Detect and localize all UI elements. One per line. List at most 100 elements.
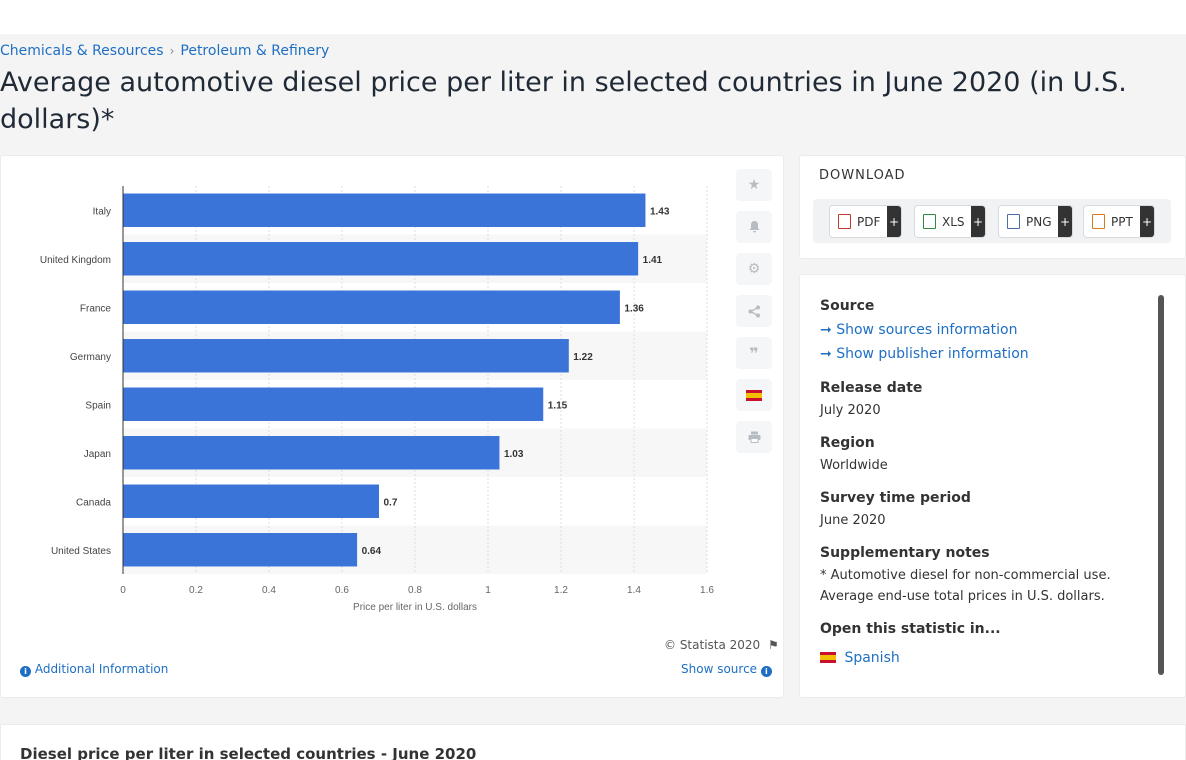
show-source-link[interactable]: Show source i <box>681 662 772 677</box>
page-title: Average automotive diesel price per lite… <box>0 67 1127 135</box>
bar <box>123 484 379 518</box>
data-label: 1.43 <box>650 206 670 217</box>
bar <box>123 193 646 227</box>
statistic-info-card: Source ➞ Show sources information ➞ Show… <box>799 274 1186 698</box>
download-xls-button[interactable]: XLS + <box>914 205 986 238</box>
bar <box>123 242 639 276</box>
release-date-value: July 2020 <box>820 403 881 418</box>
additional-info-label: Additional Information <box>34 662 169 676</box>
data-label: 1.22 <box>573 352 593 363</box>
plus-icon[interactable]: + <box>971 206 985 237</box>
data-label: 1.15 <box>548 400 568 411</box>
info-scrollbar[interactable] <box>1158 295 1164 675</box>
download-png-label: PNG <box>1026 214 1052 229</box>
arrow-right-icon: ➞ <box>820 322 832 338</box>
info-icon: i <box>20 666 31 677</box>
source-heading: Source <box>820 298 875 314</box>
download-ppt-label: PPT <box>1111 214 1133 229</box>
category-label: Italy <box>93 206 111 217</box>
category-label: France <box>80 303 112 314</box>
flag-spain-icon[interactable] <box>736 379 772 411</box>
star-icon[interactable]: ★ <box>736 169 772 201</box>
category-label: Germany <box>70 352 111 363</box>
download-title: DOWNLOAD <box>819 168 906 183</box>
open-spanish-link[interactable]: Spanish <box>820 650 900 666</box>
survey-period-value: June 2020 <box>820 513 886 528</box>
region-heading: Region <box>820 435 875 451</box>
xls-file-icon <box>923 214 936 229</box>
quote-icon[interactable]: ❞ <box>736 337 772 369</box>
bar <box>123 436 500 470</box>
related-card: Diesel price per liter in selected count… <box>0 724 1186 760</box>
download-xls-label: XLS <box>942 214 965 229</box>
info-icon: i <box>760 666 772 677</box>
ppt-file-icon <box>1092 214 1105 229</box>
open-spanish-label: Spanish <box>844 650 900 666</box>
show-publisher-link[interactable]: ➞ Show publisher information <box>820 346 1029 362</box>
share-icon[interactable] <box>736 295 772 327</box>
png-file-icon <box>1007 214 1020 229</box>
additional-info-link[interactable]: i Additional Information <box>20 662 168 677</box>
plus-icon[interactable]: + <box>887 206 901 237</box>
chart-card: 0 0.2 0.4 0.6 0.8 1 1.2 1.4 1.6 Italy 1.43 United K… <box>0 155 784 698</box>
x-tick-label: 1.2 <box>554 585 568 596</box>
print-icon[interactable] <box>736 421 772 453</box>
bar <box>123 533 358 567</box>
data-label: 0.64 <box>362 546 382 557</box>
data-label: 0.7 <box>384 497 398 508</box>
data-label: 1.36 <box>624 303 644 314</box>
show-publisher-label: Show publisher information <box>836 346 1029 362</box>
bar-chart: 0 0.2 0.4 0.6 0.8 1 1.2 1.4 1.6 Italy 1.43 United K… <box>40 186 714 613</box>
category-label: Spain <box>85 400 111 411</box>
bell-icon[interactable] <box>736 211 772 243</box>
pdf-file-icon <box>838 214 851 229</box>
gear-icon[interactable]: ⚙ <box>736 253 772 285</box>
bar <box>123 387 544 421</box>
download-png-button[interactable]: PNG + <box>998 205 1073 238</box>
show-source-label: Show source <box>681 662 758 676</box>
category-label: United States <box>51 546 111 557</box>
data-label: 1.03 <box>504 449 524 460</box>
x-tick-label: 1.6 <box>700 585 714 596</box>
x-tick-label: 0.2 <box>189 585 203 596</box>
x-tick-label: 0.6 <box>335 585 349 596</box>
bar <box>123 290 620 324</box>
download-pdf-label: PDF <box>857 214 881 229</box>
arrow-right-icon: ➞ <box>820 346 832 362</box>
data-label: 1.41 <box>643 255 663 266</box>
download-card: DOWNLOAD PDF + XLS + PNG + PPT + <box>799 155 1186 259</box>
category-label: United Kingdom <box>40 255 111 266</box>
supplementary-notes-heading: Supplementary notes <box>820 545 990 561</box>
x-tick-label: 1 <box>485 585 491 596</box>
download-pdf-button[interactable]: PDF + <box>829 205 902 238</box>
open-statistic-heading: Open this statistic in... <box>820 621 1001 637</box>
top-bar <box>0 0 1186 34</box>
release-date-heading: Release date <box>820 380 923 396</box>
download-buttons: PDF + XLS + PNG + PPT + <box>813 199 1171 243</box>
bar <box>123 339 569 373</box>
x-tick-label: 0 <box>120 585 126 596</box>
region-value: Worldwide <box>820 458 888 473</box>
survey-period-heading: Survey time period <box>820 490 971 506</box>
flag-spain-icon <box>820 652 836 663</box>
x-tick-label: 1.4 <box>627 585 641 596</box>
download-ppt-button[interactable]: PPT + <box>1083 205 1155 238</box>
plus-icon[interactable]: + <box>1058 206 1072 237</box>
copyright-text: © Statista 2020 <box>664 638 761 652</box>
related-title: Diesel price per liter in selected count… <box>20 745 477 760</box>
category-label: Japan <box>84 449 111 460</box>
x-axis-title: Price per liter in U.S. dollars <box>353 602 477 613</box>
breadcrumb-item-petroleum[interactable]: Petroleum & Refinery <box>180 43 330 59</box>
category-label: Canada <box>76 497 111 508</box>
breadcrumb: Chemicals & Resources › Petroleum & Refi… <box>0 43 329 59</box>
chart-toolbar: ★ ⚙ ❞ <box>736 169 774 463</box>
x-tick-label: 0.8 <box>408 585 422 596</box>
flag-icon[interactable]: ⚑ <box>768 638 779 652</box>
supplementary-notes-value: * Automotive diesel for non-commercial u… <box>820 568 1111 604</box>
breadcrumb-item-chemicals[interactable]: Chemicals & Resources <box>0 43 164 59</box>
show-sources-label: Show sources information <box>836 322 1018 338</box>
chevron-right-icon: › <box>169 44 175 58</box>
x-tick-label: 0.4 <box>262 585 276 596</box>
show-sources-link[interactable]: ➞ Show sources information <box>820 322 1017 338</box>
plus-icon[interactable]: + <box>1140 206 1154 237</box>
